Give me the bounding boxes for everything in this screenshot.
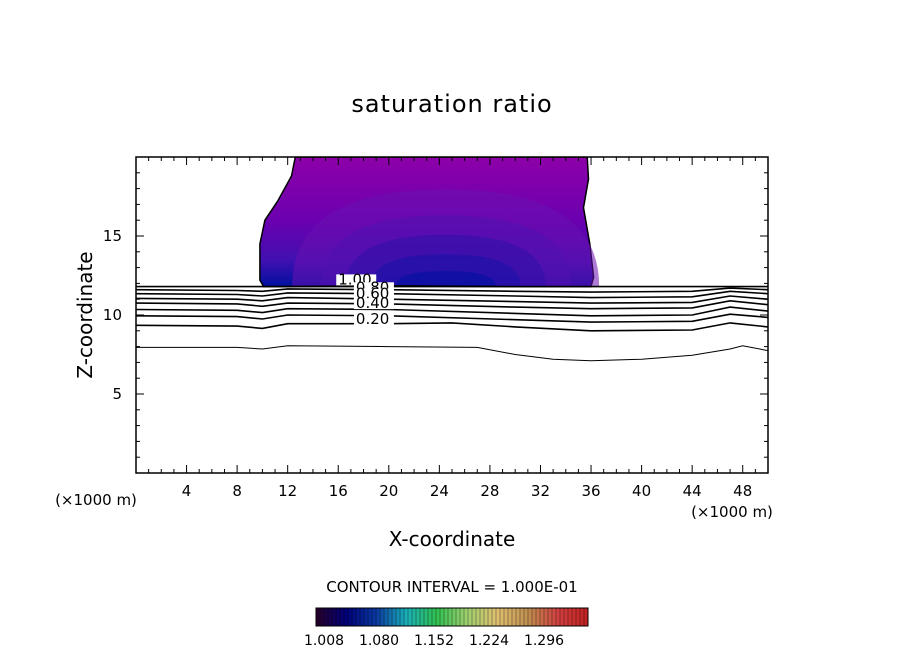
colorbar-tick-label: 1.080 [359,633,399,649]
x-axis-label: X-coordinate [389,527,516,551]
x-tick-label: 48 [733,482,752,500]
x-tick-label: 16 [329,482,348,500]
y-axis-label: Z-coordinate [73,251,97,378]
contour-interval-text: CONTOUR INTERVAL = 1.000E-01 [326,578,577,596]
chart-title: saturation ratio [351,90,552,118]
cloud-band-4 [395,271,496,287]
colorbar-stripes [319,608,585,626]
contour-label: 0.40 [356,294,389,312]
contour-line-0.4 [136,313,768,323]
colorbar-tick-label: 1.152 [414,633,454,649]
x-unit-right: (×1000 m) [691,503,773,521]
x-unit-left: (×1000 m) [55,491,137,509]
y-tick-label: 15 [103,227,122,245]
contour-line-0.2 [136,345,768,362]
contour-layer [136,189,768,362]
x-tick-label: 4 [182,482,192,500]
x-tick-label: 36 [581,482,600,500]
x-tick-label: 28 [480,482,499,500]
x-tick-label: 44 [683,482,702,500]
contour-label: 0.20 [356,310,389,328]
x-tick-label: 12 [278,482,297,500]
colorbar-labels: 1.008 1.080 1.152 1.224 1.296 [304,633,564,649]
colorbar-tick-label: 1.224 [469,633,509,649]
contour-line-1.0 [136,284,768,288]
x-tick-label: 32 [531,482,550,500]
colorbar: 1.008 1.080 1.152 1.224 1.296 [304,607,589,649]
contour-label-bg [353,288,394,300]
contour-line-0.8 [136,290,768,299]
contour-label-bg [336,274,377,286]
contour-label-bg [353,298,394,310]
contour-line-0.5 [136,306,768,317]
colorbar-tick-label: 1.008 [304,633,344,649]
y-tick-label: 5 [112,385,122,403]
x-tick-label: 20 [379,482,398,500]
contour-label-bg [353,282,394,294]
contour-line-0.6 [136,299,768,310]
x-tick-label: 8 [232,482,242,500]
contour-line-0.9 [136,287,768,293]
contour-label-layer: 1.000.800.600.400.20 [336,270,394,328]
colorbar-tick-label: 1.296 [524,633,564,649]
x-tick-label: 24 [430,482,449,500]
contour-line-0.3 [136,322,768,332]
y-tick-label: 10 [103,306,122,324]
x-tick-label: 40 [632,482,651,500]
plot-area [136,157,768,362]
contour-label-bg [353,313,394,325]
contour-line-0.7 [136,295,768,304]
